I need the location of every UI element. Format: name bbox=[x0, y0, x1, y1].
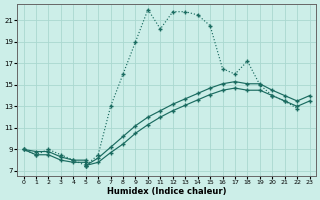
X-axis label: Humidex (Indice chaleur): Humidex (Indice chaleur) bbox=[107, 187, 226, 196]
